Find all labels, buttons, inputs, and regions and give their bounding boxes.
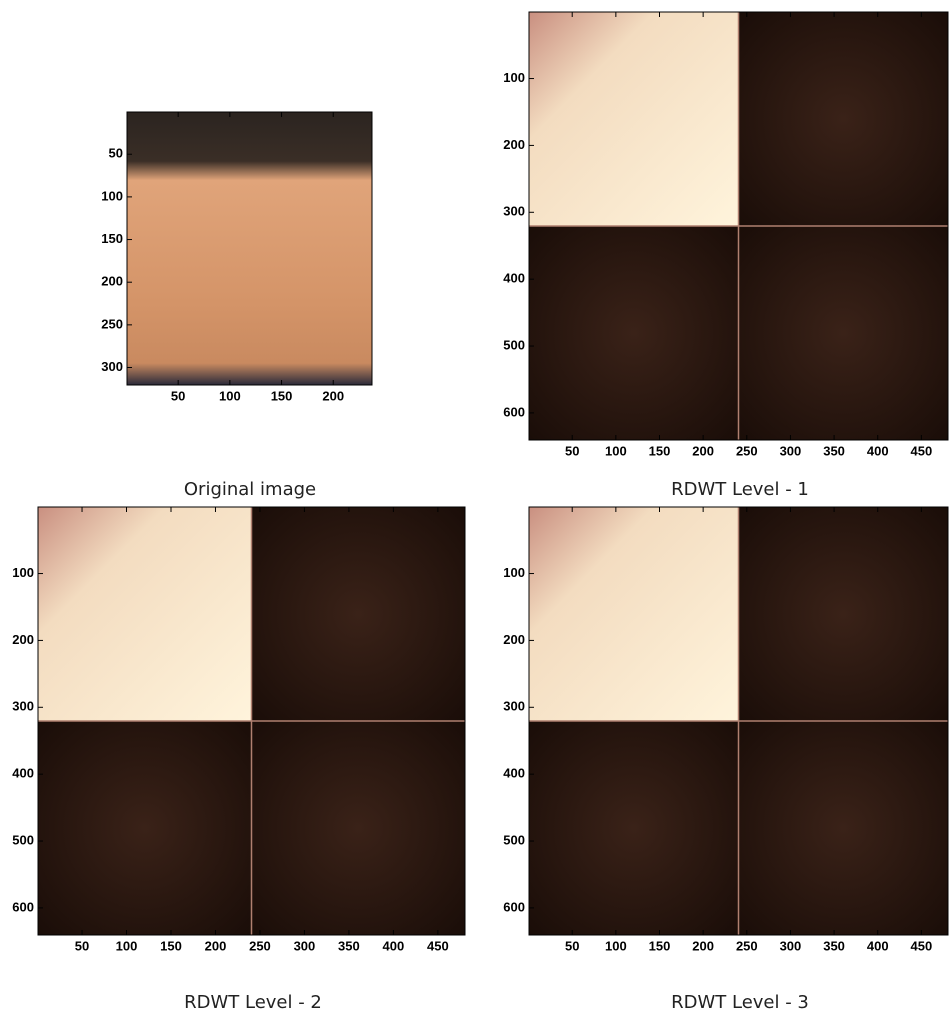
y-tick-label: 300 — [503, 204, 525, 219]
panel-caption: RDWT Level - 2 — [184, 992, 322, 1013]
detail-band — [252, 507, 466, 721]
x-tick-label: 200 — [205, 938, 227, 953]
x-tick-label: 250 — [249, 938, 271, 953]
y-tick-label: 600 — [503, 404, 525, 419]
x-tick-label: 400 — [867, 443, 889, 458]
approximation-band — [38, 507, 252, 721]
y-tick-label: 300 — [101, 359, 123, 374]
y-tick-label: 500 — [503, 832, 525, 847]
x-tick-label: 450 — [427, 938, 449, 953]
x-tick-label: 100 — [605, 938, 627, 953]
x-tick-label: 150 — [649, 443, 671, 458]
approximation-band — [529, 12, 739, 226]
x-tick-label: 50 — [565, 443, 579, 458]
image-panel: 50 100 150 200 250 300 350 400 450 100 200 300 400 50… — [503, 507, 948, 953]
detail-band — [739, 507, 949, 721]
y-tick-label: 600 — [12, 899, 34, 914]
image-panel: 50 100 150 200 250 300 350 400 450 100 200 300 400 50… — [503, 12, 948, 458]
x-tick-label: 200 — [322, 388, 344, 403]
detail-band — [529, 721, 739, 935]
y-tick-label: 500 — [12, 832, 34, 847]
y-tick-label: 300 — [12, 699, 34, 714]
y-tick-label: 150 — [101, 231, 123, 246]
image — [127, 112, 372, 385]
y-tick-label: 200 — [101, 274, 123, 289]
x-tick-label: 450 — [911, 938, 933, 953]
x-tick-label: 300 — [780, 938, 802, 953]
approximation-band — [529, 507, 739, 721]
panel-caption: RDWT Level - 3 — [671, 992, 809, 1013]
y-tick-label: 600 — [503, 899, 525, 914]
detail-band — [739, 12, 949, 226]
x-tick-label: 400 — [867, 938, 889, 953]
y-tick-label: 200 — [503, 632, 525, 647]
y-tick-label: 100 — [503, 565, 525, 580]
x-tick-label: 50 — [565, 938, 579, 953]
y-tick-label: 400 — [503, 271, 525, 286]
detail-band — [529, 226, 739, 440]
x-tick-label: 50 — [75, 938, 89, 953]
image-panel: 50 100 150 200 50 100 150 200 250 300 — [101, 112, 372, 403]
image-panel: 50 100 150 200 250 300 350 400 450 100 200 300 400 50… — [12, 507, 465, 953]
detail-band — [38, 721, 252, 935]
y-tick-label: 250 — [101, 316, 123, 331]
x-tick-label: 350 — [823, 938, 845, 953]
y-tick-label: 500 — [503, 337, 525, 352]
page: {"panels": [ {"caption": "Original image… — [0, 0, 951, 1016]
x-tick-label: 250 — [736, 443, 758, 458]
x-tick-label: 100 — [116, 938, 138, 953]
y-tick-label: 100 — [12, 565, 34, 580]
x-tick-label: 350 — [338, 938, 360, 953]
y-tick-label: 200 — [12, 632, 34, 647]
y-tick-label: 400 — [12, 766, 34, 781]
figure: 50 100 150 200 50 100 150 200 250 300 Original ima… — [0, 0, 951, 1016]
x-tick-label: 100 — [605, 443, 627, 458]
x-tick-label: 400 — [383, 938, 405, 953]
x-tick-label: 150 — [649, 938, 671, 953]
x-tick-label: 50 — [171, 388, 185, 403]
panel-caption: RDWT Level - 1 — [671, 479, 809, 500]
x-tick-label: 150 — [271, 388, 293, 403]
x-tick-label: 250 — [736, 938, 758, 953]
detail-band — [739, 226, 949, 440]
y-tick-label: 100 — [503, 70, 525, 85]
x-tick-label: 200 — [692, 938, 714, 953]
x-tick-label: 450 — [911, 443, 933, 458]
detail-band — [252, 721, 466, 935]
x-tick-label: 200 — [692, 443, 714, 458]
y-tick-label: 400 — [503, 766, 525, 781]
x-tick-label: 100 — [219, 388, 241, 403]
y-tick-label: 200 — [503, 137, 525, 152]
x-tick-label: 300 — [780, 443, 802, 458]
y-tick-label: 300 — [503, 699, 525, 714]
y-tick-label: 100 — [101, 188, 123, 203]
y-tick-label: 50 — [109, 146, 123, 161]
detail-band — [739, 721, 949, 935]
x-tick-label: 350 — [823, 443, 845, 458]
x-tick-label: 150 — [160, 938, 182, 953]
panel-caption: Original image — [184, 479, 316, 500]
x-tick-label: 300 — [294, 938, 316, 953]
